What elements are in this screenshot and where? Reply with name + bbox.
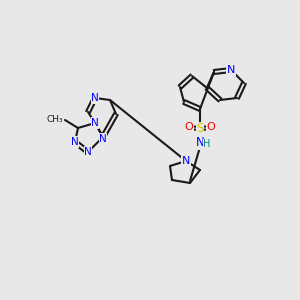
Text: N: N — [196, 136, 204, 149]
Text: CH₃: CH₃ — [46, 116, 63, 124]
Text: H: H — [203, 139, 211, 149]
Text: N: N — [84, 147, 92, 157]
Text: S: S — [196, 122, 204, 136]
Text: N: N — [91, 93, 99, 103]
Text: N: N — [227, 65, 235, 75]
Text: N: N — [182, 156, 190, 166]
Text: O: O — [184, 122, 194, 132]
Text: N: N — [91, 118, 99, 128]
Text: O: O — [207, 122, 215, 132]
Text: N: N — [71, 137, 79, 147]
Text: N: N — [99, 134, 107, 144]
